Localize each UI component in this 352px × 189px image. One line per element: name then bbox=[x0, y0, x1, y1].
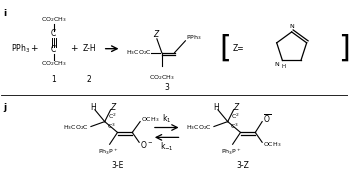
Text: j: j bbox=[4, 103, 6, 112]
Text: C$^2$: C$^2$ bbox=[108, 111, 117, 121]
Text: H$_3$CO$_2$C: H$_3$CO$_2$C bbox=[186, 123, 212, 132]
Text: +: + bbox=[70, 44, 78, 53]
Text: C$^3$: C$^3$ bbox=[230, 122, 239, 131]
Text: Ph$_3$P$^+$: Ph$_3$P$^+$ bbox=[98, 147, 119, 157]
Text: N: N bbox=[289, 24, 294, 29]
Text: k$_{-1}$: k$_{-1}$ bbox=[160, 140, 174, 153]
Text: N: N bbox=[275, 62, 279, 67]
Text: C: C bbox=[51, 45, 56, 54]
Text: O$^-$: O$^-$ bbox=[140, 139, 153, 150]
Text: C$^3$: C$^3$ bbox=[107, 122, 115, 131]
Text: [: [ bbox=[220, 34, 232, 63]
Text: 3-E: 3-E bbox=[111, 161, 124, 170]
Text: C$^2$: C$^2$ bbox=[231, 111, 239, 121]
Text: 3-Z: 3-Z bbox=[236, 161, 249, 170]
Text: k$_1$: k$_1$ bbox=[162, 112, 171, 125]
Text: Ph$_3$P$^+$: Ph$_3$P$^+$ bbox=[221, 147, 242, 157]
Text: CO$_2$CH$_3$: CO$_2$CH$_3$ bbox=[149, 73, 175, 82]
Text: +: + bbox=[30, 44, 38, 53]
Text: H: H bbox=[213, 103, 219, 112]
Text: OCH$_3$: OCH$_3$ bbox=[263, 140, 282, 149]
Text: H: H bbox=[282, 64, 285, 69]
Text: ]: ] bbox=[338, 34, 350, 63]
Text: H$_3$CO$_2$C: H$_3$CO$_2$C bbox=[126, 48, 152, 57]
Text: CO$_2$CH$_3$: CO$_2$CH$_3$ bbox=[41, 15, 67, 24]
Text: CO$_2$CH$_3$: CO$_2$CH$_3$ bbox=[41, 59, 67, 68]
Text: Z: Z bbox=[153, 30, 158, 39]
Text: H$_3$CO$_2$C: H$_3$CO$_2$C bbox=[63, 123, 89, 132]
Text: C: C bbox=[51, 29, 56, 38]
Text: 1: 1 bbox=[51, 75, 56, 84]
Text: Z-H: Z-H bbox=[82, 44, 96, 53]
Text: OCH$_3$: OCH$_3$ bbox=[141, 115, 159, 124]
Text: i: i bbox=[4, 9, 6, 18]
Text: Z: Z bbox=[110, 103, 115, 112]
Text: Z=: Z= bbox=[233, 44, 244, 53]
Text: 2: 2 bbox=[87, 75, 92, 84]
Text: $\overline{\mathrm{O}}$: $\overline{\mathrm{O}}$ bbox=[263, 114, 271, 126]
Text: PPh$_3$: PPh$_3$ bbox=[187, 33, 202, 42]
Text: PPh$_3$: PPh$_3$ bbox=[11, 43, 30, 55]
Text: H: H bbox=[90, 103, 96, 112]
Text: Z: Z bbox=[233, 103, 238, 112]
Text: 3: 3 bbox=[164, 83, 169, 92]
